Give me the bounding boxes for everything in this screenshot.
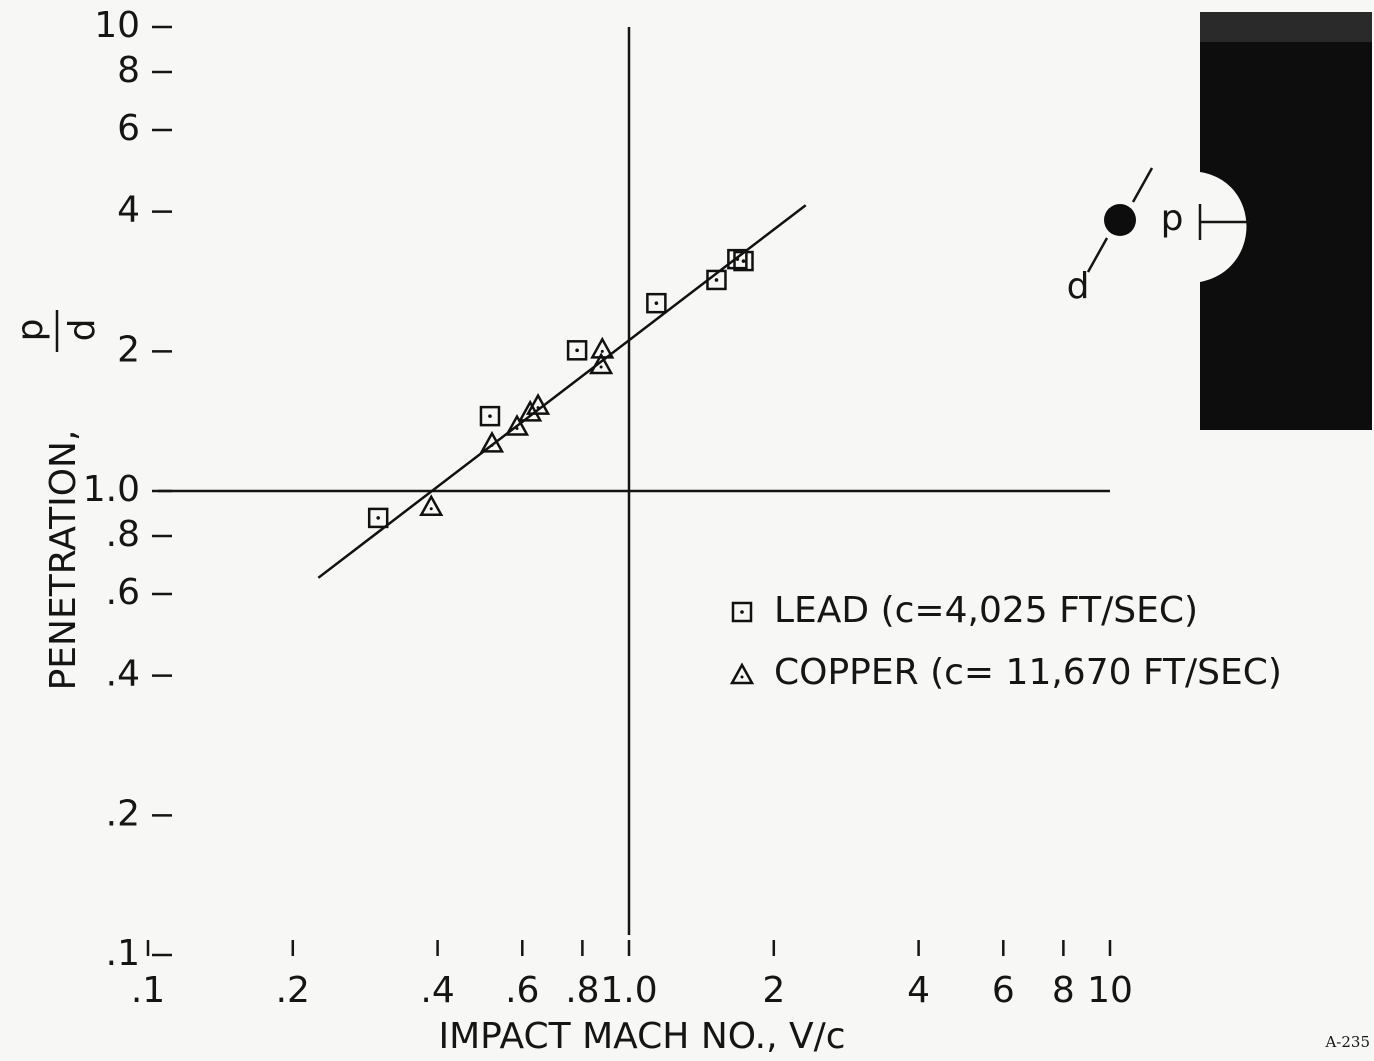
marker-tri [729, 662, 755, 685]
marker-box [566, 340, 588, 361]
x-tick-label: 2 [762, 970, 785, 1011]
point [590, 336, 615, 359]
marker-dot [490, 443, 494, 447]
marker-dot [599, 365, 603, 369]
y-tick-label: 8 [117, 50, 140, 91]
marker-dot [488, 414, 492, 418]
point [706, 269, 727, 291]
arrow [1086, 237, 1109, 273]
x-tick-label: .8 [565, 970, 599, 1011]
marker-box [646, 292, 667, 314]
marker-tri [504, 413, 530, 436]
point [367, 507, 389, 529]
marker-box [727, 248, 748, 270]
x-tick-label: .1 [131, 970, 165, 1011]
point [733, 250, 754, 272]
y-tick-label: .2 [106, 793, 140, 834]
legend-marker [729, 662, 755, 685]
marker-dot [735, 257, 740, 261]
y-tick-label: .8 [106, 514, 140, 555]
figure-id: A-235 [1324, 1033, 1370, 1051]
diagram-label: p [1161, 198, 1184, 239]
fit-line [317, 204, 807, 579]
point [566, 340, 588, 361]
marker-box [731, 601, 753, 623]
y-tick-label: .4 [106, 654, 140, 695]
y-label-denominator: d [62, 319, 103, 342]
x-tick-label: .4 [420, 970, 454, 1011]
marker-box [479, 405, 501, 427]
x-tick-label: .2 [276, 970, 310, 1011]
y-axis-label: PENETRATION, [43, 430, 84, 691]
marker-tri [518, 399, 543, 422]
x-tick-label: 10 [1087, 970, 1133, 1011]
marker-box [706, 269, 727, 291]
marker-tri [588, 352, 614, 375]
y-tick-label: .6 [106, 572, 140, 613]
diagram: p d [1067, 12, 1372, 430]
x-tick-label: .6 [505, 970, 539, 1011]
y-tick-label: .1 [106, 933, 140, 974]
marker-dot [741, 259, 746, 263]
marker-dot [515, 427, 519, 431]
marker-dot [714, 278, 719, 282]
marker-tri [590, 336, 615, 359]
x-tick-label: 4 [907, 970, 930, 1011]
x-tick-label: 8 [1052, 970, 1075, 1011]
x-tick-label: 1.0 [600, 970, 657, 1011]
marker-dot [654, 301, 659, 305]
marker-tri [419, 494, 444, 517]
y-label-numerator: p [10, 319, 51, 342]
marker-box [733, 250, 754, 272]
point [504, 413, 530, 436]
point [479, 430, 505, 453]
marker-dot [376, 516, 380, 520]
point [588, 352, 614, 375]
marker-dot [600, 349, 604, 353]
legend-marker [731, 601, 753, 623]
marker-dot [575, 348, 579, 353]
x-tick-label: 6 [992, 970, 1015, 1011]
y-tick-label: 1.0 [83, 469, 140, 510]
point [479, 405, 501, 427]
marker-dot [536, 406, 540, 410]
y-tick-label: 4 [117, 190, 140, 231]
point [525, 393, 551, 415]
y-tick-label: 10 [94, 5, 140, 46]
legend-label: COPPER (c= 11,670 FT/SEC) [774, 652, 1282, 693]
legend-label: LEAD (c=4,025 FT/SEC) [774, 590, 1198, 631]
x-axis-label: IMPACT MACH NO., V/c [438, 1016, 845, 1057]
marker-tri [525, 393, 551, 415]
y-tick-label: 6 [117, 108, 140, 149]
y-tick-label: 2 [117, 329, 140, 370]
projectile [1104, 204, 1136, 236]
marker-dot [429, 507, 433, 511]
diagram-label: d [1067, 266, 1090, 307]
target-top [1200, 12, 1372, 42]
marker-dot [740, 675, 744, 679]
marker-tri [479, 430, 505, 453]
arrow [1131, 167, 1154, 203]
point [419, 494, 444, 517]
point [727, 248, 748, 270]
marker-box [367, 507, 389, 529]
crater [1185, 140, 1247, 312]
point [646, 292, 667, 314]
marker-dot [740, 610, 744, 614]
